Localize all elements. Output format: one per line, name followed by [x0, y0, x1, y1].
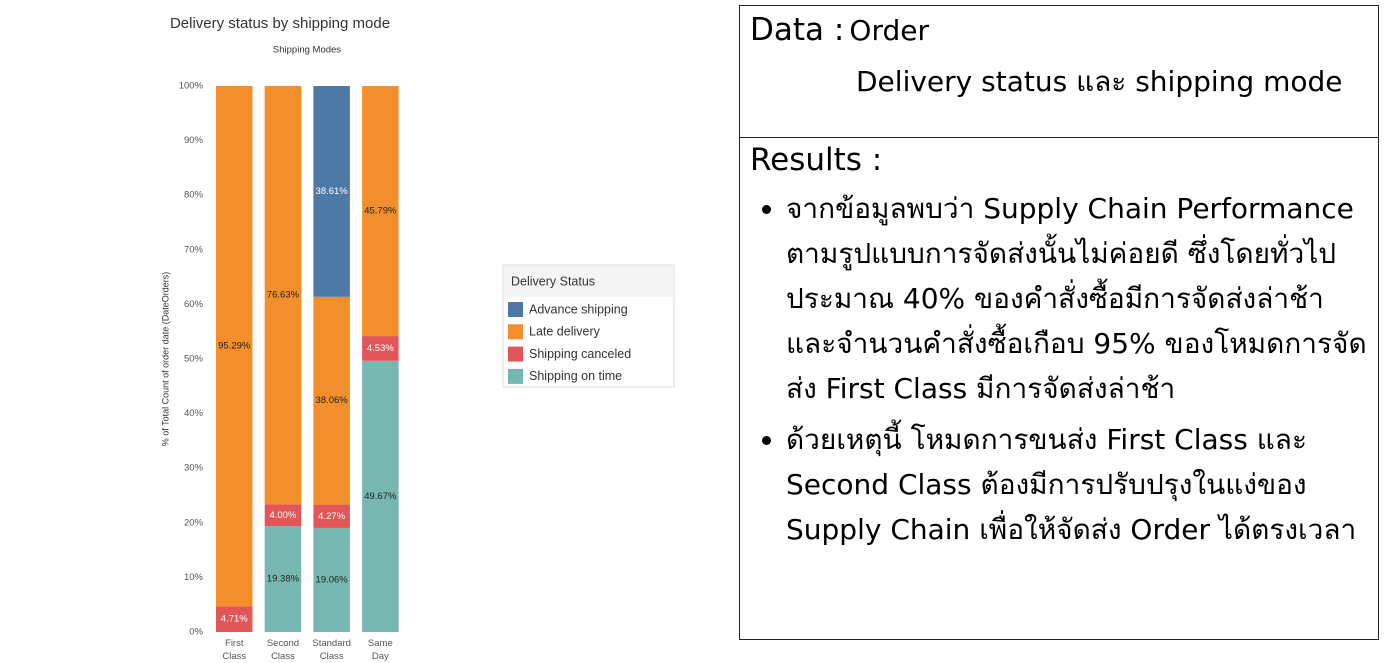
data-label: 4.53% [367, 343, 394, 354]
data-label: 19.38% [267, 574, 300, 585]
legend-swatch [508, 302, 523, 317]
data-label: 76.63% [267, 290, 300, 301]
bar-segment [313, 296, 350, 505]
data-value: Order [849, 14, 929, 47]
legend-label: Late delivery [529, 325, 601, 339]
bullet: จากข้อมูลพบว่า Supply Chain Performance … [786, 186, 1368, 411]
y-tick-label: 70% [184, 244, 204, 255]
data-label: 4.71% [221, 614, 248, 625]
x-tick-label: Standard Class [312, 638, 351, 662]
y-tick-label: 90% [184, 135, 204, 146]
bar-segment [216, 606, 253, 632]
x-tick-label: Same Day [368, 638, 393, 662]
data-label: 4.00% [269, 510, 296, 521]
results-section: Results : จากข้อมูลพบว่า Supply Chain Pe… [740, 138, 1378, 562]
legend-swatch [508, 324, 523, 340]
bar-segment [216, 86, 253, 607]
data-label: Data : [750, 12, 845, 48]
x-tick-label: First Class [222, 638, 246, 662]
y-tick-label: 30% [184, 463, 204, 474]
bar-segment [313, 504, 350, 528]
y-tick-label: 60% [184, 299, 204, 310]
y-tick-label: 50% [184, 354, 204, 365]
legend-label: Advance shipping [529, 302, 628, 316]
data-label: 38.06% [316, 395, 349, 406]
results-label: Results : [750, 142, 883, 178]
bar-segment [362, 86, 399, 337]
bar-segment [264, 85, 302, 505]
bullet-list: จากข้อมูลพบว่า Supply Chain Performance … [750, 186, 1368, 552]
legend-swatch [508, 346, 523, 362]
y-tick-label: 10% [184, 572, 204, 583]
bar-segment [313, 527, 350, 632]
data-label: 38.61% [316, 186, 349, 197]
chart-subtitle: Shipping Modes [273, 45, 341, 56]
y-tick-label: 0% [189, 627, 203, 638]
y-tick-label: 80% [184, 190, 204, 201]
chart: Delivery status by shipping mode Shippin… [160, 15, 675, 662]
text-panel: Data : Order Delivery status และ shippin… [739, 5, 1379, 640]
data-label: 95.29% [218, 341, 251, 352]
y-tick-label: 40% [184, 408, 204, 419]
data-detail: Delivery status และ shipping mode [856, 65, 1343, 98]
bar-segment [313, 86, 350, 297]
legend-swatch [508, 368, 523, 384]
data-section: Data : Order Delivery status และ shippin… [740, 6, 1378, 138]
data-label: 49.67% [364, 491, 397, 502]
bar-segment [264, 526, 302, 632]
data-label: 45.79% [364, 206, 397, 217]
y-tick-label: 20% [184, 517, 204, 528]
bullet: ด้วยเหตุนี้ โหมดการขนส่ง First Class และ… [786, 417, 1368, 552]
bar-segment [362, 360, 399, 632]
data-label: 4.27% [318, 511, 345, 522]
y-tick-label: 100% [179, 81, 204, 92]
legend-title: Delivery Status [511, 274, 595, 288]
x-tick-label: Second Class [267, 638, 299, 662]
bar-segment [362, 336, 399, 361]
chart-title: Delivery status by shipping mode [170, 15, 390, 32]
legend-label: Shipping canceled [529, 347, 631, 361]
data-label: 19.06% [316, 574, 349, 585]
legend-header [504, 266, 673, 297]
bar-segment [264, 504, 302, 527]
legend-label: Shipping on time [529, 369, 622, 383]
y-axis-label: % of Total Count of order date (DateOrde… [160, 272, 170, 446]
